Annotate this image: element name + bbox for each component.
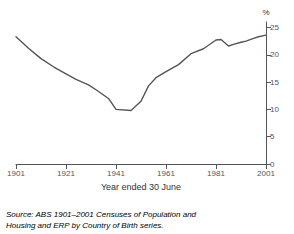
svg-text:5: 5 xyxy=(270,132,275,141)
svg-text:25: 25 xyxy=(270,23,279,32)
svg-text:Source: ABS 1901–2001 Censuses: Source: ABS 1901–2001 Censuses of Popula… xyxy=(6,210,197,219)
svg-text:20: 20 xyxy=(270,50,279,59)
svg-text:Year ended 30 June: Year ended 30 June xyxy=(101,182,181,192)
svg-text:1921: 1921 xyxy=(57,169,75,178)
svg-text:1981: 1981 xyxy=(207,169,225,178)
svg-text:%: % xyxy=(262,8,269,17)
svg-text:15: 15 xyxy=(270,78,279,87)
svg-text:2001: 2001 xyxy=(257,169,275,178)
svg-text:0: 0 xyxy=(270,160,275,169)
svg-text:1961: 1961 xyxy=(157,169,175,178)
svg-text:Housing and ERP by Country of: Housing and ERP by Country of Birth seri… xyxy=(6,221,164,230)
svg-text:1901: 1901 xyxy=(7,169,25,178)
svg-text:1941: 1941 xyxy=(107,169,125,178)
svg-text:10: 10 xyxy=(270,105,279,114)
